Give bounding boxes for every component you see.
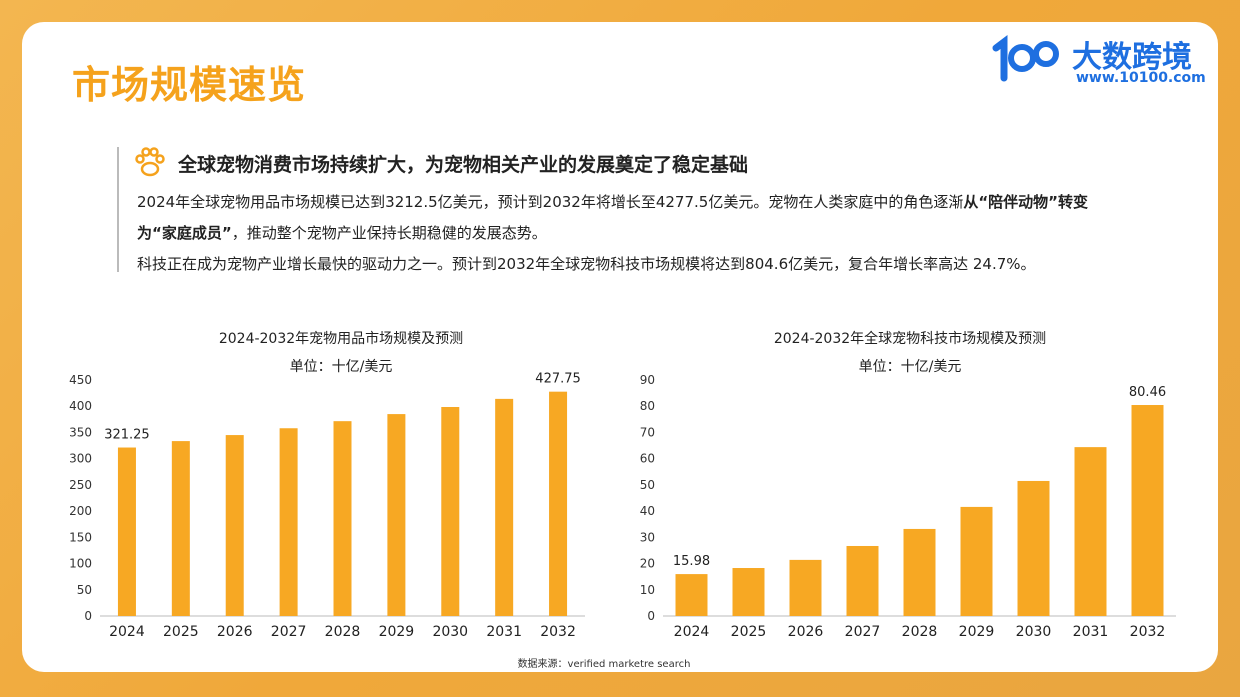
- section-body: 2024年全球宠物用品市场规模已达到3212.5亿美元，预计到2032年将增长至…: [137, 187, 1127, 280]
- section-heading: 全球宠物消费市场持续扩大，为宠物相关产业的发展奠定了稳定基础: [178, 154, 749, 176]
- x-tick-label: 2031: [486, 624, 522, 640]
- y-tick-label: 450: [69, 373, 92, 387]
- y-tick-label: 200: [69, 504, 92, 518]
- x-tick-label: 2025: [163, 624, 199, 640]
- chart-subtitle: 单位：十亿/美元: [859, 359, 962, 375]
- x-tick-label: 2025: [731, 624, 767, 640]
- x-tick-label: 2030: [432, 624, 468, 640]
- bar: [387, 414, 406, 616]
- y-tick-label: 100: [69, 557, 92, 571]
- x-tick-label: 2028: [902, 624, 938, 640]
- x-tick-label: 2030: [1016, 624, 1052, 640]
- y-tick-label: 70: [640, 425, 655, 439]
- x-tick-label: 2028: [325, 624, 361, 640]
- x-tick-label: 2026: [788, 624, 824, 640]
- x-tick-label: 2027: [271, 624, 307, 640]
- slide-card: 市场规模速览 大数跨境 www.10100.com 全球宠物消费市场持续扩大，为…: [22, 22, 1218, 672]
- bar: [903, 528, 936, 616]
- brand-name: 大数跨境: [1072, 40, 1192, 75]
- bar: [1017, 480, 1050, 616]
- paragraph: 科技正在成为宠物产业增长最快的驱动力之一。预计到2032年全球宠物科技市场规模将…: [137, 249, 1127, 280]
- bar: [117, 447, 136, 616]
- accent-line: [117, 147, 119, 272]
- x-tick-label: 2029: [959, 624, 995, 640]
- y-tick-label: 0: [647, 609, 655, 623]
- bar: [549, 391, 568, 616]
- bar: [279, 428, 298, 616]
- chart-title: 2024-2032年全球宠物科技市场规模及预测: [774, 330, 1046, 347]
- chart-subtitle: 单位：十亿/美元: [290, 359, 393, 375]
- y-tick-label: 30: [640, 530, 655, 544]
- y-tick-label: 250: [69, 478, 92, 492]
- y-tick-label: 300: [69, 452, 92, 466]
- x-tick-label: 2032: [540, 624, 576, 640]
- y-tick-label: 40: [640, 504, 655, 518]
- y-tick-label: 60: [640, 452, 655, 466]
- bar: [1074, 447, 1107, 616]
- x-tick-label: 2027: [845, 624, 881, 640]
- logo-icon: [992, 35, 1059, 82]
- bar: [1131, 405, 1164, 616]
- slide-title: 市场规模速览: [72, 63, 307, 107]
- text-run: ，推动整个宠物产业保持长期稳健的发展态势。: [231, 224, 547, 242]
- bar: [225, 435, 244, 616]
- y-tick-label: 0: [84, 609, 92, 623]
- x-tick-label: 2024: [109, 624, 145, 640]
- text-run: 2024年全球宠物用品市场规模已达到3212.5亿美元，预计到2032年将增长至…: [137, 193, 964, 211]
- bar: [171, 441, 190, 616]
- text-run: 科技正在成为宠物产业增长最快的驱动力之一。预计到2032年全球宠物科技市场规模将…: [137, 255, 1036, 273]
- y-tick-label: 350: [69, 425, 92, 439]
- paw-icon: [135, 147, 165, 177]
- y-tick-label: 50: [640, 478, 655, 492]
- value-label: 80.46: [1129, 385, 1166, 400]
- bar: [789, 559, 822, 616]
- y-tick-label: 80: [640, 399, 655, 413]
- y-tick-label: 10: [640, 583, 655, 597]
- y-tick-label: 50: [77, 583, 92, 597]
- bar: [441, 407, 460, 616]
- value-label: 321.25: [104, 428, 150, 443]
- y-tick-label: 90: [640, 373, 655, 387]
- paragraph: 2024年全球宠物用品市场规模已达到3212.5亿美元，预计到2032年将增长至…: [137, 187, 1127, 249]
- bar: [675, 574, 708, 616]
- source-note: 数据来源：verified marketre search: [518, 657, 691, 670]
- value-label: 427.75: [535, 372, 581, 387]
- x-tick-label: 2026: [217, 624, 253, 640]
- bar: [495, 398, 514, 616]
- bar: [732, 568, 765, 616]
- x-tick-label: 2024: [674, 624, 710, 640]
- bar: [333, 421, 352, 616]
- y-tick-label: 150: [69, 530, 92, 544]
- brand-url: www.10100.com: [1076, 70, 1206, 86]
- bar: [846, 545, 879, 616]
- x-tick-label: 2032: [1130, 624, 1166, 640]
- x-tick-label: 2029: [379, 624, 415, 640]
- y-tick-label: 20: [640, 557, 655, 571]
- y-tick-label: 400: [69, 399, 92, 413]
- chart-title: 2024-2032年宠物用品市场规模及预测: [219, 330, 463, 347]
- text-run: 从“陪伴动物”转变为“家庭成员”: [137, 193, 1089, 242]
- value-label: 15.98: [673, 554, 710, 569]
- x-tick-label: 2031: [1073, 624, 1109, 640]
- bar: [960, 506, 993, 616]
